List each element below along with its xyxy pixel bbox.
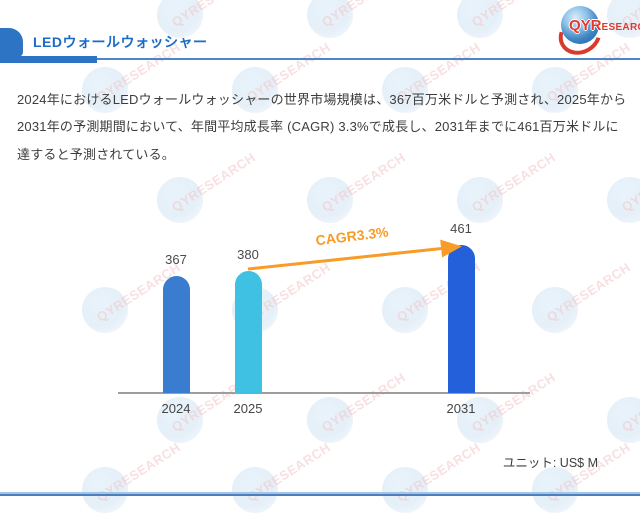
watermark: QYRESEARCH [220, 440, 333, 513]
globe-icon [561, 6, 599, 44]
bar-2031 [447, 245, 475, 393]
x-tick-label-2031: 2031 [446, 401, 476, 416]
qyresearch-logo: QYRESEARCH [551, 4, 640, 63]
watermark-text: QYRESEARCH [319, 0, 408, 30]
watermark-globe-icon [457, 0, 503, 38]
watermark-globe-icon [607, 177, 640, 223]
summary-paragraph: 2024年におけるLEDウォールウォッシャーの世界市場規模は、367百万米ドルと… [17, 92, 627, 162]
logo-text: QYRESEARCH [569, 17, 640, 35]
watermark-text: QYRESEARCH [543, 259, 634, 325]
watermark-text: QYRESEARCH [469, 0, 558, 30]
bar-2025 [234, 271, 262, 393]
x-tick-label-2024: 2024 [161, 401, 191, 416]
header-rule-thin [0, 58, 640, 60]
watermark-text: QYRESEARCH [169, 0, 258, 30]
watermark-globe-icon [607, 397, 640, 443]
logo-text-qyr: QYR [569, 17, 602, 34]
unit-label: ユニット: US$ M [502, 456, 598, 470]
cagr-arrow [247, 239, 462, 271]
x-axis-line [118, 392, 530, 394]
header-rule-thick [0, 56, 97, 63]
x-tick-label-2025: 2025 [233, 401, 263, 416]
footer-rule [0, 492, 640, 496]
value-label-2025: 380 [237, 247, 259, 262]
watermark: QYRESEARCH [70, 440, 183, 513]
value-label-2024: 367 [165, 252, 187, 267]
bar-chart: 367 2024 380 2025 461 2031 CAGR3.3% [100, 190, 540, 430]
logo-text-esearch: ESEARCH [601, 22, 640, 33]
watermark-globe-icon [532, 467, 578, 513]
watermark: QYRESEARCH [595, 370, 640, 460]
watermark: QYRESEARCH [370, 440, 483, 513]
watermark-globe-icon [232, 467, 278, 513]
watermark-text: QYRESEARCH [618, 369, 640, 435]
watermark-globe-icon [307, 0, 353, 38]
page-title: LEDウォールウォッシャー [33, 34, 208, 50]
watermark-globe-icon [82, 467, 128, 513]
watermark: QYRESEARCH [295, 0, 408, 55]
value-label-2031: 461 [450, 221, 472, 236]
watermark: QYRESEARCH [445, 0, 558, 55]
header-tab-shape [0, 28, 23, 57]
watermark-globe-icon [382, 467, 428, 513]
bar-2024 [162, 276, 190, 393]
